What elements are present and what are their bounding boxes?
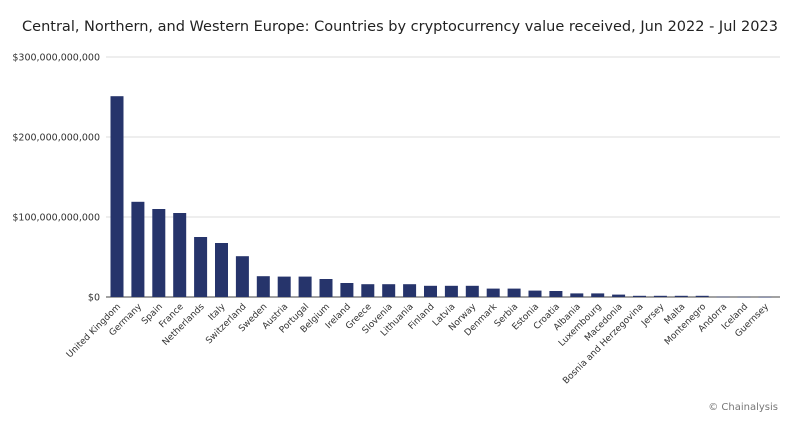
y-tick-label: $0 (88, 293, 100, 304)
bar-finland (424, 285, 437, 297)
y-tick-label: $200,000,000,000 (12, 133, 100, 144)
x-tick-label: Jersey (639, 302, 667, 330)
bar-france (173, 213, 187, 297)
bar-norway (465, 285, 479, 297)
bar-andorra (716, 296, 730, 298)
bar-united-kingdom (110, 96, 124, 297)
bar-portugal (298, 276, 312, 297)
bar-latvia (444, 285, 458, 297)
bar-italy (215, 243, 228, 297)
y-tick-label: $300,000,000,000 (12, 53, 100, 64)
bar-albania (570, 293, 584, 297)
bar-belgium (319, 279, 333, 297)
bar-macedonia (612, 294, 626, 297)
bar-greece (361, 284, 375, 297)
bar-iceland (737, 296, 751, 298)
y-tick-label: $100,000,000,000 (12, 213, 100, 224)
bar-netherlands (194, 237, 208, 297)
bar-guernsey (758, 296, 772, 298)
bar-ireland (340, 283, 354, 297)
chart-title: Central, Northern, and Western Europe: C… (22, 19, 778, 35)
bar-serbia (507, 288, 521, 297)
bar-denmark (486, 288, 500, 297)
chainalysis-credit: © Chainalysis (708, 402, 778, 413)
bar-sweden (256, 276, 270, 297)
bar-lithuania (403, 284, 417, 297)
bar-montenegro (695, 295, 709, 297)
bar-slovenia (382, 284, 396, 297)
bar-spain (152, 209, 166, 297)
bar-switzerland (235, 256, 249, 297)
bar-austria (277, 276, 291, 297)
bar-luxembourg (591, 293, 605, 297)
bar-jersey (653, 295, 667, 297)
bar-malta (674, 295, 688, 297)
bar-estonia (528, 290, 542, 297)
bar-germany (131, 201, 145, 297)
bar-bosnia-and-herzegovina (633, 295, 646, 297)
bar-croatia (549, 291, 563, 297)
